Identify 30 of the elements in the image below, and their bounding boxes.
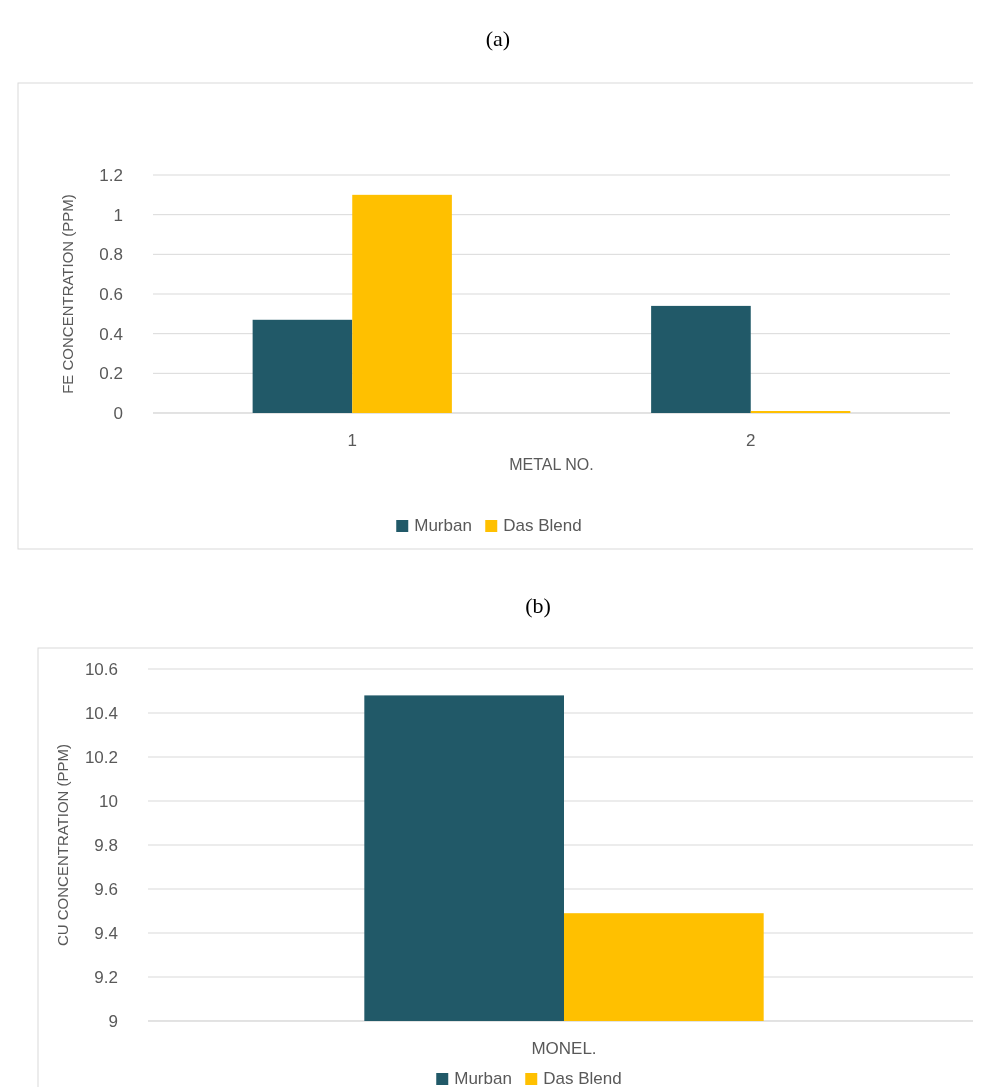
- legend-label: Murban: [454, 1069, 512, 1087]
- y-axis-title: FE CONCENTRATION (PPM): [59, 194, 76, 394]
- x-axis-title: METAL NO.: [509, 456, 594, 473]
- x-tick-label: 2: [746, 431, 756, 450]
- y-tick-label: 9.4: [94, 923, 118, 943]
- x-tick-label: MONEL.: [531, 1039, 597, 1058]
- y-tick-label: 10.4: [84, 703, 118, 723]
- bar: [352, 194, 452, 413]
- legend-label: Das Blend: [543, 1069, 622, 1087]
- y-tick-label: 1.2: [99, 165, 123, 185]
- y-tick-label: 10: [99, 791, 118, 811]
- chart-title: (a): [485, 26, 511, 51]
- y-tick-label: 9.6: [94, 879, 118, 899]
- y-tick-label: 9.2: [94, 967, 118, 987]
- legend-label: Murban: [414, 516, 472, 535]
- bar: [651, 305, 751, 413]
- y-tick-label: 0.4: [99, 324, 123, 344]
- chart-title: (b): [525, 593, 551, 618]
- y-tick-label: 0.6: [99, 284, 123, 304]
- y-tick-label: 0.8: [99, 245, 123, 265]
- y-tick-label: 10.6: [84, 659, 118, 679]
- y-tick-label: 9: [108, 1011, 118, 1031]
- bar: [252, 319, 353, 413]
- y-tick-label: 9.8: [94, 835, 118, 855]
- y-tick-label: 1: [113, 205, 123, 225]
- y-tick-label: 0.2: [99, 364, 123, 384]
- y-tick-label: 0: [113, 403, 123, 423]
- y-tick-label: 10.2: [84, 747, 118, 767]
- y-axis-title: CU CONCENTRATION (PPM): [54, 743, 71, 947]
- legend-label: Das Blend: [503, 516, 582, 535]
